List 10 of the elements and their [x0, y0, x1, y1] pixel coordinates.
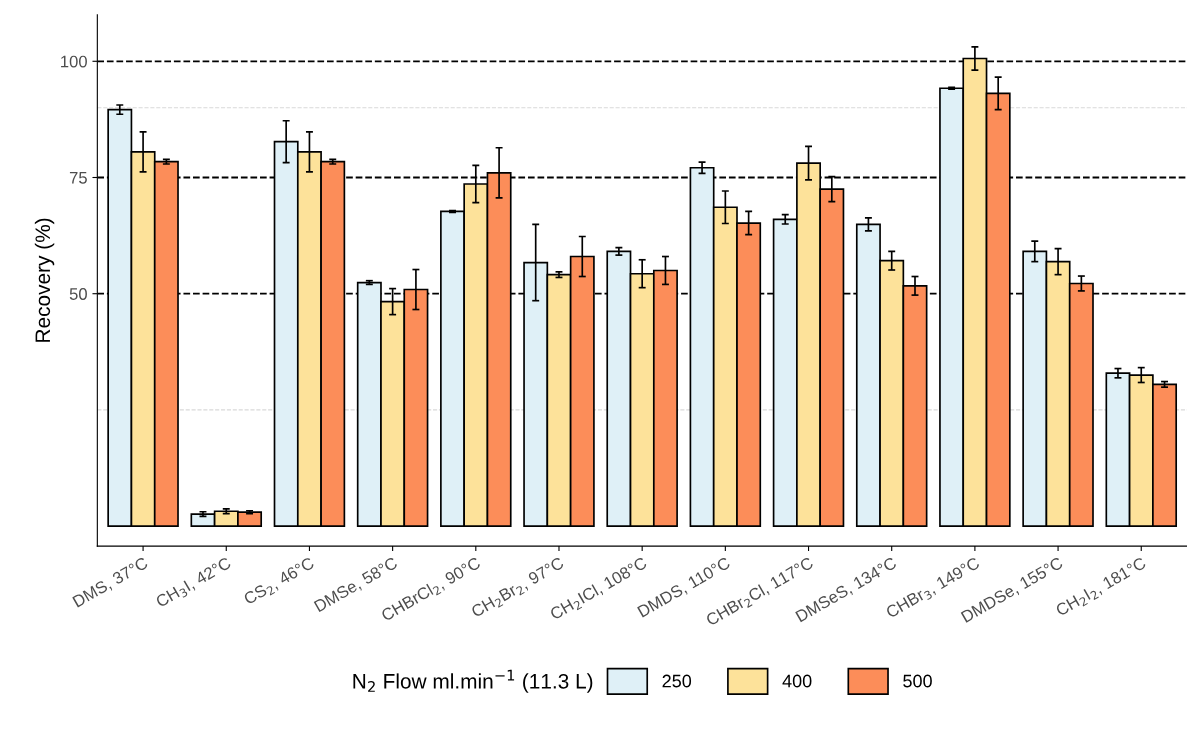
legend-title: N$_{2}$ Flow ml.min$^{−1}$ (11.3 L): [353, 669, 593, 693]
x-tick-label: CH$_{3}$I, 42°C: [155, 556, 234, 611]
y-axis-title: Recovery (%): [34, 218, 55, 342]
x-tick-label: DMS, 37°C: [72, 556, 150, 610]
y-tick-label: 75: [69, 172, 87, 184]
legend-label: 500: [903, 674, 932, 688]
legend-label: 400: [782, 674, 812, 688]
legend-label: 250: [662, 674, 692, 688]
y-tick-label: 100: [61, 55, 87, 68]
y-tick-label: 50: [69, 288, 87, 300]
